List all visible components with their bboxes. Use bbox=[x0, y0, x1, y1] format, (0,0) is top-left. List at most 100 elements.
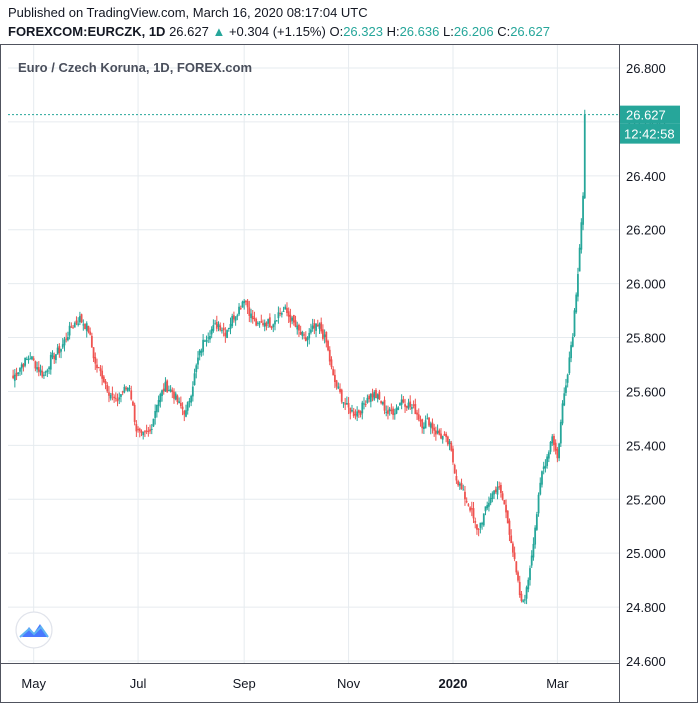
candle-body bbox=[445, 433, 448, 438]
candle-body bbox=[197, 357, 199, 365]
candle-body bbox=[268, 317, 271, 328]
close-label: C: bbox=[497, 24, 511, 39]
candle-body bbox=[67, 337, 69, 341]
ohlc-header: FOREXCOM:EURCZK, 1D 26.627 ▲ +0.304 (+1.… bbox=[8, 24, 550, 39]
candle-body bbox=[250, 313, 252, 318]
candle-body bbox=[202, 339, 205, 352]
candle-body bbox=[488, 502, 490, 507]
candle-body bbox=[318, 323, 321, 329]
candle-body bbox=[87, 325, 90, 332]
candle-body bbox=[84, 323, 86, 330]
candle-body bbox=[339, 388, 341, 393]
candle-body bbox=[61, 344, 64, 348]
candle-body bbox=[416, 412, 418, 415]
time-tick-label: May bbox=[21, 676, 46, 691]
candle-body bbox=[292, 314, 295, 323]
candle-body bbox=[434, 430, 437, 435]
price-axis[interactable]: 26.80026.60026.40026.20026.00025.80025.6… bbox=[619, 44, 666, 702]
candle-body bbox=[402, 399, 405, 403]
candle-body bbox=[484, 506, 487, 512]
candle-body bbox=[544, 465, 547, 469]
candle-body bbox=[44, 371, 47, 373]
candle-body bbox=[515, 561, 518, 573]
countdown-label: 12:42:58 bbox=[624, 127, 675, 142]
candle-body bbox=[75, 320, 78, 324]
candle-body bbox=[51, 352, 54, 358]
candle-body bbox=[568, 357, 571, 374]
candle-body bbox=[304, 337, 307, 342]
candle-body bbox=[554, 442, 557, 451]
candle-body bbox=[210, 329, 213, 335]
candle-body bbox=[559, 422, 562, 444]
candle-body bbox=[231, 315, 234, 327]
candle-body bbox=[529, 568, 531, 581]
candle-body bbox=[25, 358, 28, 360]
candle-body bbox=[152, 418, 155, 427]
candle-body bbox=[534, 527, 537, 545]
candle-body bbox=[327, 341, 329, 351]
candle-body bbox=[246, 300, 249, 308]
price-tag: 26.627 bbox=[620, 105, 680, 124]
candle-body bbox=[582, 195, 584, 225]
candle-body bbox=[469, 507, 472, 511]
candle-body bbox=[253, 317, 256, 320]
candle-body bbox=[221, 330, 223, 332]
candle-body bbox=[41, 370, 44, 377]
candle-body bbox=[315, 323, 317, 331]
candle-body bbox=[316, 324, 319, 327]
candle-body bbox=[496, 486, 499, 495]
candle-body bbox=[501, 493, 504, 500]
candle-body bbox=[291, 317, 294, 321]
candle-body bbox=[169, 389, 172, 392]
candle-body bbox=[322, 329, 324, 339]
candle-body bbox=[486, 504, 489, 509]
candle-body bbox=[359, 411, 362, 415]
candle-body bbox=[137, 428, 139, 430]
candle-body bbox=[477, 528, 480, 530]
candle-body bbox=[438, 430, 441, 435]
candle-body bbox=[311, 325, 314, 329]
candle-body bbox=[429, 423, 432, 428]
candle-body bbox=[457, 481, 460, 486]
candle-body bbox=[323, 334, 326, 338]
candle-body bbox=[525, 587, 528, 599]
candle-body bbox=[43, 374, 45, 376]
candle-body bbox=[570, 345, 572, 359]
candle-body bbox=[517, 572, 519, 581]
candle-body bbox=[191, 386, 194, 397]
candle-body bbox=[60, 349, 62, 352]
candle-body bbox=[441, 436, 444, 440]
candle-body bbox=[363, 403, 365, 405]
candle-body bbox=[101, 370, 104, 379]
candle-body bbox=[387, 410, 389, 414]
candle-body bbox=[73, 323, 76, 328]
candle-body bbox=[157, 400, 160, 407]
candle-body bbox=[399, 403, 401, 406]
time-tick-label: Nov bbox=[337, 676, 361, 691]
candle-body bbox=[234, 316, 237, 321]
candle-body bbox=[303, 334, 305, 336]
candle-body bbox=[385, 411, 388, 413]
candle-body bbox=[116, 399, 119, 402]
time-axis[interactable]: May Jul Sep Nov 2020 Mar bbox=[0, 663, 619, 692]
candle-body bbox=[583, 114, 586, 199]
tradingview-logo-icon[interactable] bbox=[15, 611, 53, 649]
time-tick-label: Sep bbox=[233, 676, 256, 691]
candle-body bbox=[368, 395, 371, 400]
close-value: 26.627 bbox=[510, 24, 550, 39]
candle-body bbox=[342, 402, 345, 404]
candle-body bbox=[378, 391, 381, 400]
candle-body bbox=[144, 431, 146, 433]
candle-body bbox=[482, 513, 485, 526]
candle-body bbox=[238, 306, 240, 315]
price-tick-label: 24.600 bbox=[626, 654, 666, 669]
candle-body bbox=[121, 391, 124, 393]
candle-body bbox=[97, 367, 100, 369]
candle-body bbox=[489, 498, 492, 504]
high-label: H: bbox=[386, 24, 400, 39]
candle-body bbox=[185, 410, 187, 417]
candle-body bbox=[566, 374, 569, 383]
candle-body bbox=[49, 354, 52, 370]
candle-body bbox=[361, 402, 364, 414]
